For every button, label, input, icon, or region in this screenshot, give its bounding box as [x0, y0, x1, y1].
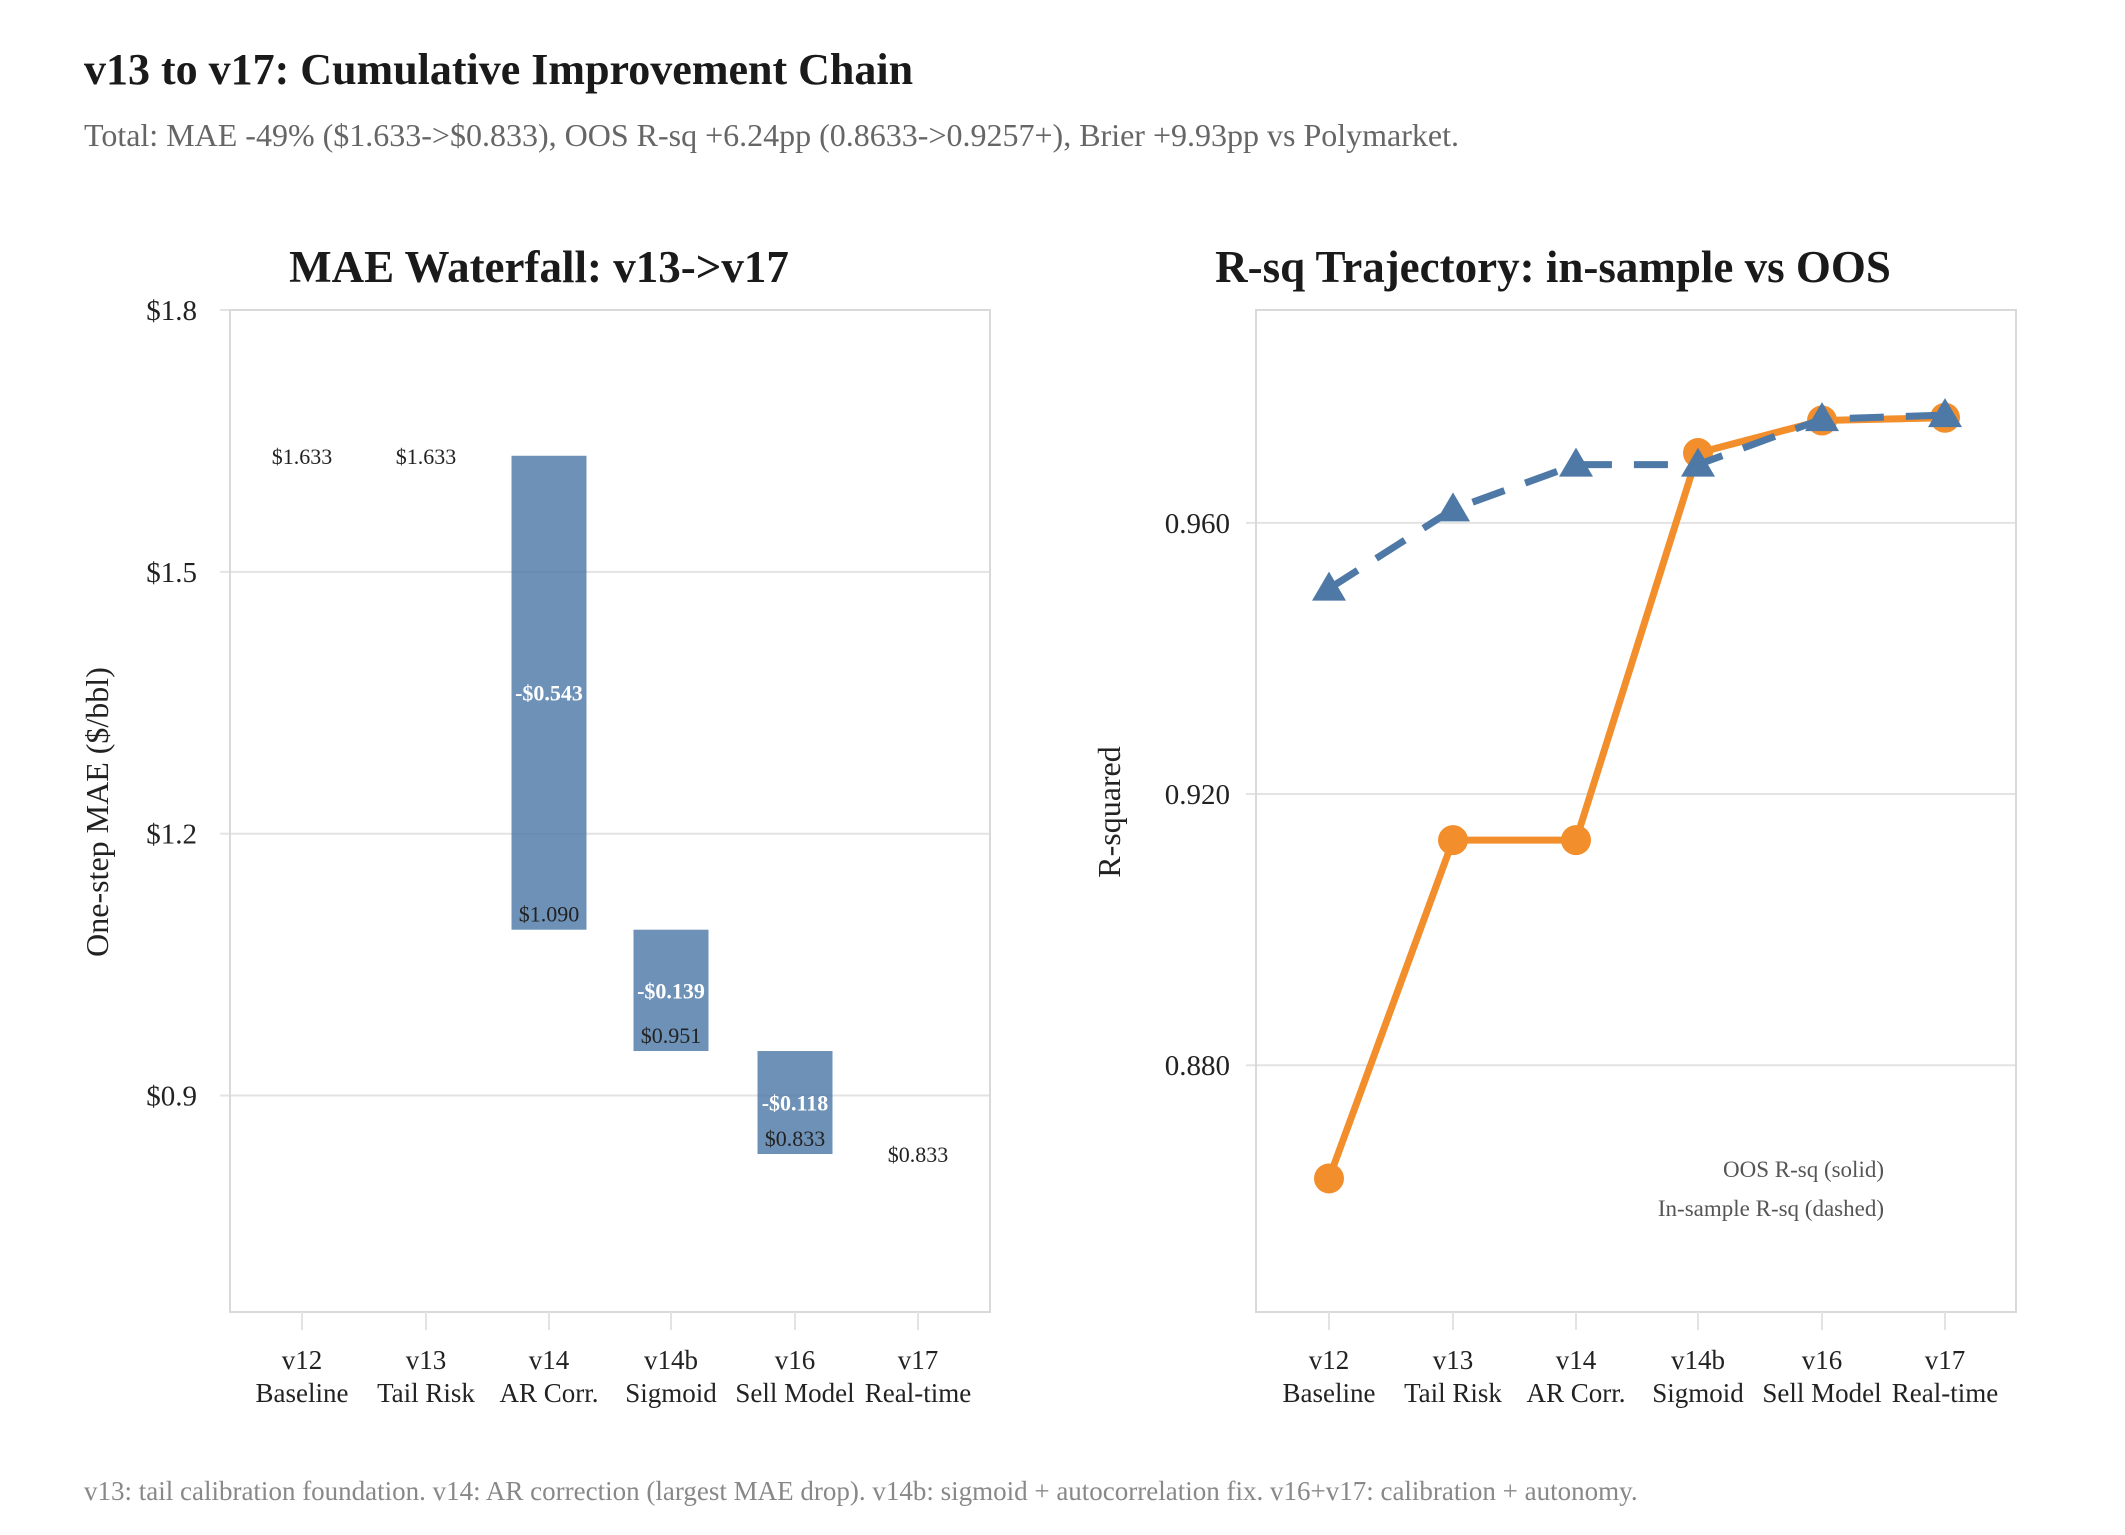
- x-tick-sublabel: Sigmoid: [625, 1378, 717, 1408]
- waterfall-y-axis-label: One-step MAE ($/bbl): [79, 667, 115, 957]
- x-tick-label: v14b: [644, 1345, 698, 1375]
- x-tick-sublabel: Sell Model: [1762, 1378, 1881, 1408]
- y-tick-label: 0.960: [1165, 508, 1230, 540]
- plot-frame: [229, 309, 991, 1313]
- x-tick-label: v17: [1925, 1345, 1966, 1375]
- bar-delta-label: -$0.118: [762, 1091, 829, 1116]
- in-sample-point: [1928, 398, 1962, 428]
- x-tick-sublabel: Sell Model: [735, 1378, 854, 1408]
- bar-value-label: $1.090: [519, 902, 580, 927]
- rsq-y-axis-label: R-squared: [1091, 746, 1127, 878]
- bar-delta-label: -$0.139: [637, 978, 705, 1003]
- oos-line: [1325, 414, 1946, 1180]
- footer-note: v13: tail calibration foundation. v14: A…: [84, 1476, 1638, 1506]
- waterfall-title: MAE Waterfall: v13->v17: [289, 242, 789, 292]
- waterfall-bar: [633, 929, 709, 1052]
- x-tick-label: v12: [1309, 1345, 1350, 1375]
- x-tick-sublabel: Baseline: [1283, 1378, 1376, 1408]
- total-value-label: $0.833: [888, 1142, 949, 1167]
- y-tick-label: $0.9: [146, 1081, 197, 1113]
- x-tick-label: v12: [282, 1345, 323, 1375]
- bar-value-label: $0.833: [765, 1126, 826, 1151]
- x-tick-label: v14: [529, 1345, 570, 1375]
- rsq-title: R-sq Trajectory: in-sample vs OOS: [1215, 242, 1891, 292]
- bar-delta-label: -$0.543: [515, 681, 583, 706]
- x-tick-sublabel: Tail Risk: [377, 1378, 475, 1408]
- in-sample-point: [1681, 447, 1715, 477]
- oos-point: [1561, 825, 1591, 856]
- legend-in-sample: In-sample R-sq (dashed): [1658, 1196, 1884, 1221]
- y-tick-label: 0.880: [1165, 1050, 1230, 1082]
- x-tick-label: v16: [775, 1345, 816, 1375]
- waterfall-bar: [757, 1051, 833, 1155]
- oos-point: [1438, 825, 1468, 856]
- x-tick-label: v14b: [1671, 1345, 1725, 1375]
- x-tick-label: v16: [1802, 1345, 1843, 1375]
- legend-oos: OOS R-sq (solid): [1723, 1157, 1884, 1182]
- x-tick-sublabel: Tail Risk: [1404, 1378, 1502, 1408]
- total-value-label: $1.633: [272, 444, 333, 469]
- y-tick-label: $1.8: [146, 295, 197, 327]
- x-tick-sublabel: AR Corr.: [499, 1378, 598, 1408]
- x-tick-sublabel: AR Corr.: [1526, 1378, 1625, 1408]
- x-tick-sublabel: Real-time: [1892, 1378, 1998, 1408]
- in-sample-point: [1312, 571, 1346, 601]
- bar-value-label: $0.951: [641, 1023, 702, 1048]
- x-tick-sublabel: Sigmoid: [1652, 1378, 1744, 1408]
- in-sample-point: [1559, 447, 1593, 477]
- x-tick-label: v14: [1556, 1345, 1597, 1375]
- x-tick-label: v13: [1433, 1345, 1474, 1375]
- total-value-label: $1.633: [396, 444, 457, 469]
- x-tick-sublabel: Baseline: [256, 1378, 349, 1408]
- x-tick-label: v13: [406, 1345, 447, 1375]
- in-sample-point: [1805, 402, 1839, 432]
- figure-subtitle: Total: MAE -49% ($1.633->$0.833), OOS R-…: [84, 117, 1459, 153]
- waterfall-bar: [511, 455, 587, 930]
- x-tick-sublabel: Real-time: [865, 1378, 971, 1408]
- y-tick-label: $1.5: [146, 557, 197, 589]
- x-tick-label: v17: [898, 1345, 939, 1375]
- in-sample-point: [1436, 492, 1470, 522]
- figure-title: v13 to v17: Cumulative Improvement Chain: [84, 45, 913, 94]
- y-tick-label: $1.2: [146, 819, 197, 851]
- plot-frame: [1255, 309, 2017, 1313]
- in-sample-line: [1327, 411, 1946, 592]
- oos-point: [1314, 1163, 1344, 1194]
- y-tick-label: 0.920: [1165, 779, 1230, 811]
